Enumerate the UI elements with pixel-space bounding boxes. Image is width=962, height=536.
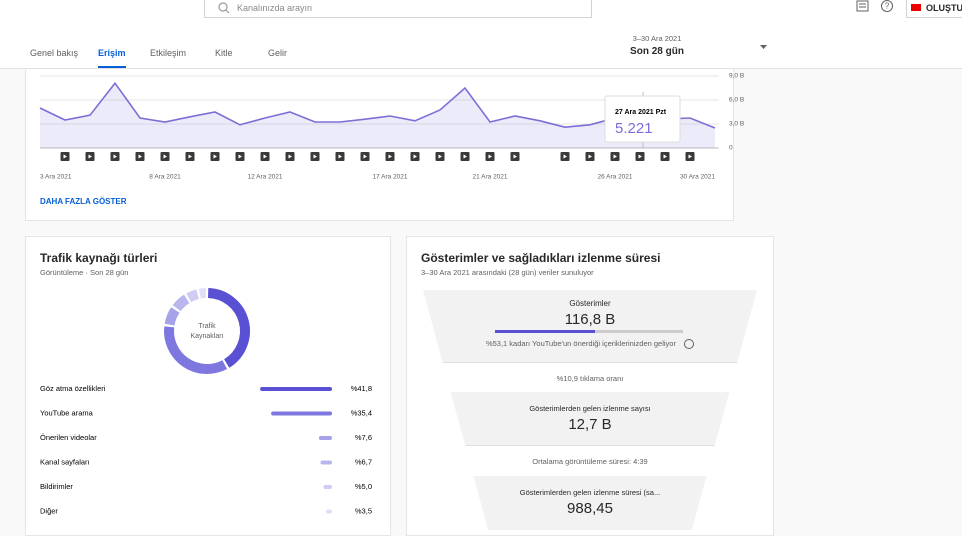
tab[interactable]: Genel bakış [30, 48, 79, 58]
tab-bar [0, 25, 962, 69]
avg-duration: Ortalama görüntüleme süresi: 4:39 [532, 457, 648, 466]
chart-card [25, 69, 734, 221]
share-text: %53,1 kadarı YouTube'un önerdiği içerikl… [485, 339, 676, 348]
feedback-icon[interactable] [855, 0, 871, 14]
date-label[interactable]: Son 28 gün [630, 46, 684, 57]
help-icon[interactable]: ? [879, 0, 895, 14]
funnel: Gösterimler 116,8 B %53,1 kadarı YouTube… [423, 290, 757, 530]
funnel-band [423, 392, 757, 445]
funnel-band [423, 290, 757, 362]
date-range: 3–30 Ara 2021 [632, 34, 682, 43]
impressions-label: Gösterimler [569, 299, 611, 308]
tab[interactable]: Etkileşim [150, 48, 187, 58]
search-placeholder: Kanalınızda arayın [237, 3, 313, 13]
funnel-title: Gösterimler ve sağladıkları izlenme süre… [421, 251, 661, 265]
share-fill [495, 330, 595, 333]
create-button[interactable]: OLUŞTU [906, 0, 962, 18]
search-box[interactable]: Kanalınızda arayın [204, 0, 592, 18]
traffic-card: Trafik kaynağı türleri Görüntüleme · Son… [25, 236, 391, 536]
funnel-band [423, 362, 757, 394]
create-icon [911, 4, 921, 11]
traffic-subtitle: Görüntüleme · Son 28 gün [40, 268, 129, 277]
impressions-value: 116,8 B [564, 311, 616, 328]
tab[interactable]: Erişim [98, 48, 126, 58]
dropdown-arrow[interactable] [759, 43, 769, 51]
funnel-subtitle: 3–30 Ara 2021 arasındaki (28 gün) verile… [421, 268, 594, 277]
views-value: 12,7 B [568, 416, 612, 433]
tab[interactable]: Kitle [215, 48, 233, 58]
traffic-title: Trafik kaynağı türleri [40, 251, 158, 265]
watch-time-value: 988,45 [567, 500, 613, 517]
svg-text:?: ? [885, 2, 890, 11]
tab-underline [98, 66, 126, 68]
info-icon[interactable] [684, 339, 695, 350]
watch-time-label: Gösterimlerden gelen izlenme süresi (sa.… [519, 488, 661, 497]
share-track [495, 330, 683, 333]
search-icon [218, 2, 230, 14]
create-label: OLUŞTU [926, 3, 962, 13]
ctr: %10,9 tıklama oranı [556, 374, 624, 383]
views-label: Gösterimlerden gelen izlenme sayısı [529, 404, 651, 413]
more-link[interactable]: DAHA FAZLA GÖSTER [40, 197, 127, 206]
tab[interactable]: Gelir [268, 48, 288, 58]
